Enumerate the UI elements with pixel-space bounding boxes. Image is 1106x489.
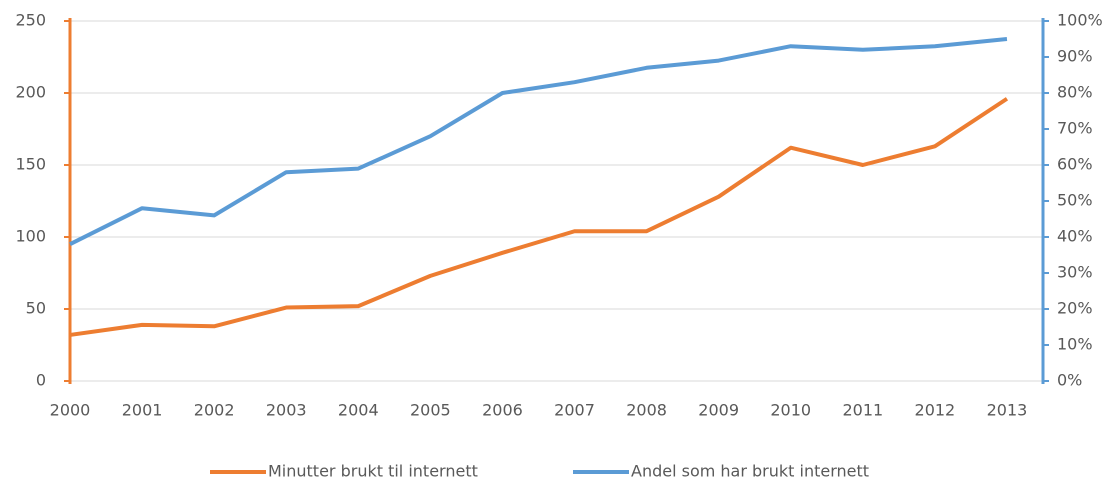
x-tick-label: 2009 [698, 401, 739, 420]
y2-tick-label: 10% [1057, 335, 1093, 354]
x-tick-label: 2013 [987, 401, 1028, 420]
y2-tick-label: 0% [1057, 371, 1082, 390]
x-tick-label: 2011 [842, 401, 883, 420]
y-tick-label: 100 [15, 227, 46, 246]
legend-label: Minutter brukt til internett [268, 462, 478, 481]
y2-tick-label: 100% [1057, 11, 1103, 30]
y2-tick-label: 40% [1057, 227, 1093, 246]
x-tick-label: 2008 [626, 401, 667, 420]
y2-tick-label: 50% [1057, 191, 1093, 210]
y2-tick-label: 90% [1057, 47, 1093, 66]
x-tick-label: 2003 [266, 401, 307, 420]
x-tick-label: 2012 [915, 401, 956, 420]
y-tick-label: 150 [15, 155, 46, 174]
x-tick-label: 2002 [194, 401, 235, 420]
x-tick-label: 2007 [554, 401, 595, 420]
y2-tick-label: 20% [1057, 299, 1093, 318]
y-tick-label: 200 [15, 83, 46, 102]
series-line [69, 37, 1008, 246]
y-tick-label: 250 [15, 11, 46, 30]
y-tick-label: 50 [26, 299, 46, 318]
y-tick-label: 0 [36, 371, 46, 390]
y2-tick-label: 80% [1057, 83, 1093, 102]
x-tick-label: 2006 [482, 401, 523, 420]
y2-tick-label: 70% [1057, 119, 1093, 138]
x-tick-label: 2004 [338, 401, 379, 420]
y2-tick-label: 60% [1057, 155, 1093, 174]
series-line [69, 97, 1009, 337]
legend-label: Andel som har brukt internett [631, 462, 869, 481]
y2-tick-label: 30% [1057, 263, 1093, 282]
x-tick-label: 2005 [410, 401, 451, 420]
x-tick-label: 2010 [770, 401, 811, 420]
x-tick-label: 2000 [50, 401, 91, 420]
x-tick-label: 2001 [122, 401, 163, 420]
